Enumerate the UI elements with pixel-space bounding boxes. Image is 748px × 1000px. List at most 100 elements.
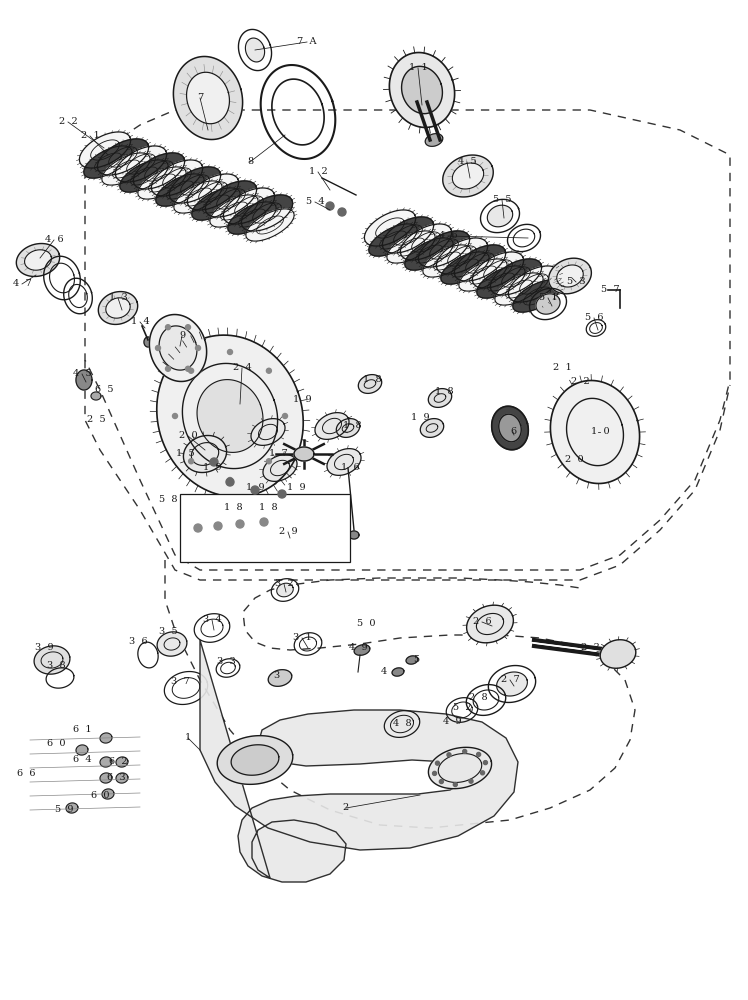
Circle shape xyxy=(283,414,287,418)
Text: 2  0: 2 0 xyxy=(565,456,583,464)
Text: 6  5: 6 5 xyxy=(95,385,113,394)
Text: 1  6: 1 6 xyxy=(340,464,359,473)
Circle shape xyxy=(480,771,485,775)
Polygon shape xyxy=(206,181,257,217)
Text: 5  3: 5 3 xyxy=(567,277,586,286)
Circle shape xyxy=(338,208,346,216)
Text: 3  4: 3 4 xyxy=(203,615,221,624)
Polygon shape xyxy=(315,413,349,439)
Circle shape xyxy=(266,459,272,464)
Text: 2  4: 2 4 xyxy=(233,363,251,372)
Text: 4  9: 4 9 xyxy=(349,644,367,652)
Polygon shape xyxy=(76,745,88,755)
Text: 1  9: 1 9 xyxy=(203,464,221,473)
Circle shape xyxy=(186,366,191,371)
Text: 1  8: 1 8 xyxy=(343,422,361,430)
Polygon shape xyxy=(116,757,128,767)
Text: 3  3: 3 3 xyxy=(217,658,236,666)
Polygon shape xyxy=(400,224,452,260)
Text: 6  2: 6 2 xyxy=(108,758,127,766)
Polygon shape xyxy=(133,153,185,189)
Polygon shape xyxy=(390,53,455,127)
Polygon shape xyxy=(186,72,230,124)
Text: 4  6: 4 6 xyxy=(45,235,64,244)
Polygon shape xyxy=(100,757,112,767)
Polygon shape xyxy=(536,294,560,314)
Circle shape xyxy=(260,518,268,526)
Polygon shape xyxy=(98,292,138,324)
Polygon shape xyxy=(337,419,360,437)
Circle shape xyxy=(214,522,222,530)
Text: 4  6: 4 6 xyxy=(438,232,457,240)
Circle shape xyxy=(195,346,200,351)
Polygon shape xyxy=(349,531,359,539)
Polygon shape xyxy=(224,188,275,224)
Polygon shape xyxy=(174,56,242,140)
Circle shape xyxy=(210,458,218,466)
Text: 1  9: 1 9 xyxy=(411,414,429,422)
Polygon shape xyxy=(174,181,222,213)
Polygon shape xyxy=(405,238,453,270)
Polygon shape xyxy=(245,38,265,62)
Polygon shape xyxy=(441,252,489,284)
Text: 4  5: 4 5 xyxy=(458,157,476,166)
Text: 9: 9 xyxy=(179,332,185,340)
Polygon shape xyxy=(144,337,152,347)
Text: 2  2: 2 2 xyxy=(58,117,77,126)
Text: 1  9: 1 9 xyxy=(245,484,264,492)
Polygon shape xyxy=(242,195,292,231)
Polygon shape xyxy=(390,715,414,733)
Polygon shape xyxy=(151,160,203,196)
Text: 2  5: 2 5 xyxy=(87,416,105,424)
Circle shape xyxy=(186,325,191,330)
Polygon shape xyxy=(116,773,128,783)
Text: 7  A: 7 A xyxy=(297,37,316,46)
Polygon shape xyxy=(513,280,561,312)
Text: 1  2: 1 2 xyxy=(309,167,328,176)
Circle shape xyxy=(156,346,161,351)
Polygon shape xyxy=(198,507,218,521)
Polygon shape xyxy=(97,139,149,175)
Polygon shape xyxy=(218,505,238,519)
Polygon shape xyxy=(157,632,187,656)
Polygon shape xyxy=(269,670,292,686)
Text: 5  4: 5 4 xyxy=(306,198,325,207)
Polygon shape xyxy=(251,419,285,445)
Polygon shape xyxy=(105,298,130,318)
Text: 2  1: 2 1 xyxy=(81,131,99,140)
Text: 4: 4 xyxy=(381,668,387,676)
Polygon shape xyxy=(79,132,131,168)
Circle shape xyxy=(227,478,233,483)
Text: 3  8: 3 8 xyxy=(46,662,65,670)
Polygon shape xyxy=(354,645,370,655)
Circle shape xyxy=(226,478,234,486)
Polygon shape xyxy=(246,209,294,241)
Text: 1  4: 1 4 xyxy=(131,318,150,326)
Polygon shape xyxy=(402,66,442,114)
Polygon shape xyxy=(557,265,583,287)
Polygon shape xyxy=(159,326,197,370)
Text: 2  3: 2 3 xyxy=(580,644,599,652)
Circle shape xyxy=(251,486,259,494)
Polygon shape xyxy=(364,210,416,246)
Polygon shape xyxy=(488,205,512,227)
Polygon shape xyxy=(495,273,543,305)
Polygon shape xyxy=(453,163,484,189)
Polygon shape xyxy=(100,773,112,783)
Polygon shape xyxy=(358,375,381,393)
Polygon shape xyxy=(369,224,417,256)
Circle shape xyxy=(432,771,437,775)
Text: 6  0: 6 0 xyxy=(91,790,109,800)
Circle shape xyxy=(194,524,202,532)
Text: 3: 3 xyxy=(273,672,279,680)
Text: 1  1: 1 1 xyxy=(408,64,427,73)
Polygon shape xyxy=(406,656,418,664)
Text: 2: 2 xyxy=(343,804,349,812)
Polygon shape xyxy=(429,747,491,789)
Polygon shape xyxy=(120,160,168,192)
Polygon shape xyxy=(84,146,132,178)
Polygon shape xyxy=(473,252,524,288)
Text: 6  6: 6 6 xyxy=(16,770,35,778)
Text: 5  6: 5 6 xyxy=(585,314,603,322)
Circle shape xyxy=(463,749,467,753)
